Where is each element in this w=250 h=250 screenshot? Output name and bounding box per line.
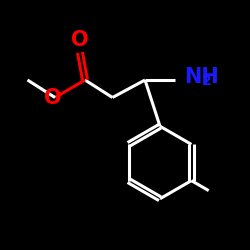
Text: O: O xyxy=(44,88,62,108)
Text: O: O xyxy=(71,30,89,50)
Text: NH: NH xyxy=(184,67,218,87)
Text: 2: 2 xyxy=(202,74,211,88)
